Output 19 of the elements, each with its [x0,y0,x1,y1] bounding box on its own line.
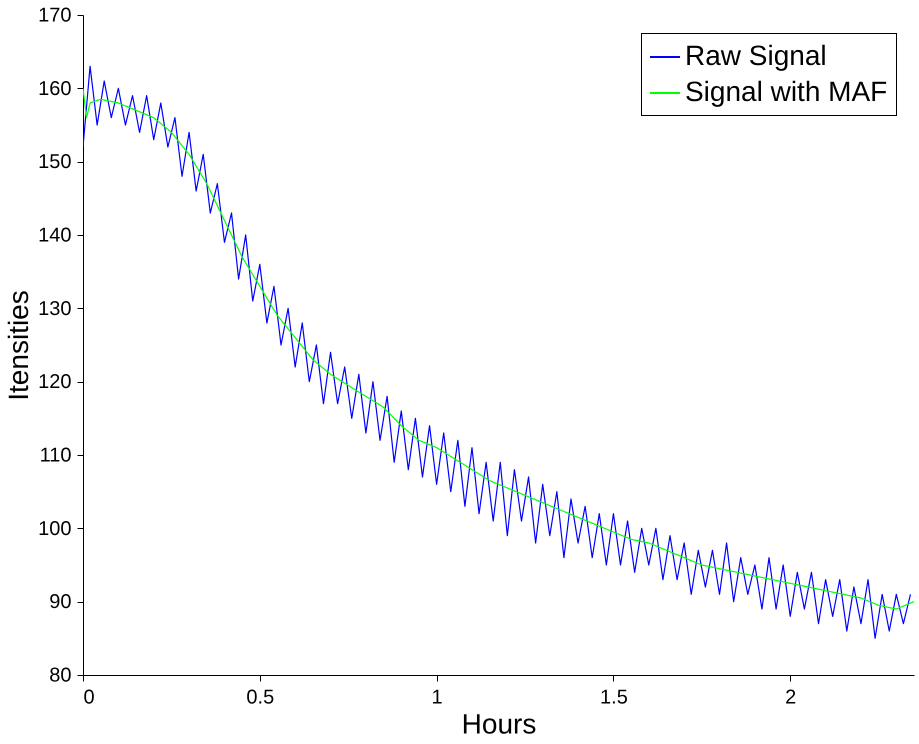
y-tick-label: 110 [40,444,72,466]
x-tick-label: 2 [785,686,796,708]
y-tick-label: 130 [38,298,72,320]
y-tick-label: 120 [38,371,72,394]
x-tick-label: 0.5 [246,686,274,708]
y-tick-label: 140 [38,224,72,246]
x-tick-label: 0 [84,686,95,708]
y-tick-label: 160 [38,78,72,100]
y-tick-label: 100 [38,518,72,540]
y-tick-label: 170 [38,4,72,26]
y-axis-title: Itensities [3,290,34,401]
legend-label: Signal with MAF [685,76,888,107]
x-tick-label: 1 [432,686,443,708]
y-tick-label: 90 [49,591,72,614]
x-tick-label: 1.5 [600,686,628,708]
legend-label: Raw Signal [685,40,827,71]
x-axis-title: Hours [462,708,536,740]
y-tick-label: 80 [49,664,72,686]
y-tick-label: 150 [38,151,72,174]
